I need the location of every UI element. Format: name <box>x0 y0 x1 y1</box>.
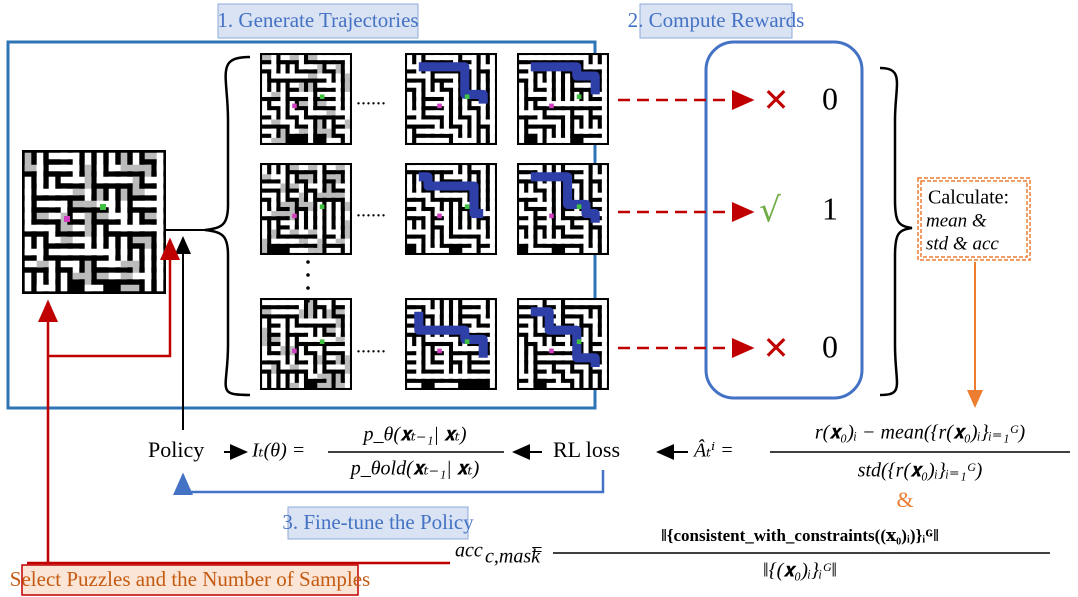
stage-label: 3. Fine-tune the Policy <box>282 510 474 534</box>
brace <box>205 57 250 395</box>
ellipsis: ...... <box>356 336 386 358</box>
reward-value: 1 <box>822 190 838 226</box>
stage-label: 2. Compute Rewards <box>628 8 805 32</box>
maze <box>405 163 497 255</box>
diagram: 1. Generate Trajectories 2. Compute Rewa… <box>0 0 1078 597</box>
ratio-den: p_θold(𝐱ₜ₋₁| 𝐱ₜ) <box>349 458 480 480</box>
vertical-dots <box>306 260 310 303</box>
acc-num: ‖{consistent_with_constraints((𝐱₀)ᵢ)}ᵢᴳ‖ <box>661 526 938 545</box>
calc-line: std & acc <box>926 233 999 254</box>
policy-label: Policy <box>148 437 204 462</box>
brace <box>880 68 912 395</box>
amp: & <box>896 487 913 512</box>
acc-lhs: acc <box>455 540 483 562</box>
maze <box>22 150 166 294</box>
ellipsis: ...... <box>356 88 386 110</box>
maze <box>517 163 609 255</box>
ratio-num: p_θ(𝐱ₜ₋₁| 𝐱ₜ) <box>362 424 467 446</box>
calc-line: mean & <box>926 210 987 231</box>
maze <box>517 53 609 145</box>
acc-eq: = <box>530 540 544 562</box>
reward-value: 0 <box>822 80 838 116</box>
reward-mark: ✕ <box>763 81 790 119</box>
adv-lhs: Âₜⁱ = <box>692 439 734 462</box>
reward-mark: ✕ <box>763 329 790 367</box>
stage-label: 1. Generate Trajectories <box>217 8 418 32</box>
select-label: Select Puzzles and the Number of Samples <box>10 567 370 591</box>
calc-title: Calculate: <box>928 187 1009 209</box>
maze <box>260 163 352 255</box>
rl-loss-label: RL loss <box>553 437 620 462</box>
maze <box>405 53 497 145</box>
reward-mark: √ <box>759 191 781 231</box>
maze <box>260 53 352 145</box>
maze <box>260 298 352 390</box>
maze <box>517 298 609 390</box>
adv-den: std({r(𝐱₀)ᵢ}ᵢ₌₁ᴳ) <box>858 460 983 482</box>
acc-den: ‖{(𝐱₀)ᵢ}ᵢᴳ‖ <box>763 560 837 582</box>
maze <box>405 298 497 390</box>
ellipsis: ...... <box>356 200 386 222</box>
reward-value: 0 <box>822 328 838 364</box>
ratio-lhs: Iₜ(θ) = <box>251 440 305 462</box>
adv-num: r(𝐱₀)ᵢ − mean({r(𝐱₀)ᵢ}ᵢ₌₁ᴳ) <box>815 422 1026 444</box>
